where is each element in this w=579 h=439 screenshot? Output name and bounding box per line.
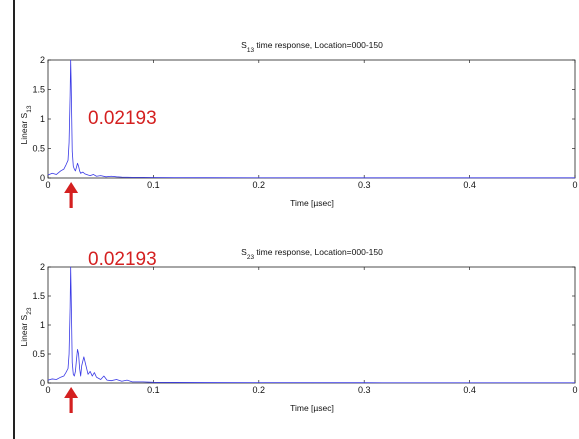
x-tick-label: 0.2 bbox=[253, 180, 266, 190]
x-tick-label: 0 bbox=[572, 180, 577, 190]
annotation-value: 0.02193 bbox=[88, 249, 157, 270]
y-tick-label: 1 bbox=[40, 114, 45, 124]
y-axis-label: Linear S23 bbox=[19, 307, 33, 346]
y-tick-label: 2 bbox=[40, 262, 45, 272]
svg-text:Linear S23: Linear S23 bbox=[19, 307, 33, 346]
y-axis-label: Linear S13 bbox=[19, 105, 33, 144]
x-tick-label: 0 bbox=[45, 180, 50, 190]
y-tick-label: 0 bbox=[40, 173, 45, 183]
series-line bbox=[47, 266, 575, 384]
x-tick-label: 0.1 bbox=[147, 385, 160, 395]
x-axis-label: Time [µsec] bbox=[290, 403, 334, 413]
y-tick-label: 0 bbox=[40, 378, 45, 388]
svg-text:Linear S13: Linear S13 bbox=[19, 105, 33, 144]
plot-frame bbox=[47, 266, 576, 384]
x-tick-label: 0.3 bbox=[358, 180, 371, 190]
x-axis-label: Time [µsec] bbox=[290, 198, 334, 208]
annotation-value: 0.02193 bbox=[88, 108, 157, 129]
x-tick-label: 0.4 bbox=[463, 385, 476, 395]
x-tick-label: 0.1 bbox=[147, 180, 160, 190]
y-tick-label: 2 bbox=[40, 55, 45, 65]
series-line bbox=[47, 59, 575, 179]
x-tick-label: 0.2 bbox=[253, 385, 266, 395]
y-tick-label: 1.5 bbox=[32, 85, 45, 95]
s13-time-response-chart: S13 time response, Location=000-150 Line… bbox=[19, 40, 578, 208]
chart-title: S23 time response, Location=000-150 bbox=[241, 247, 383, 261]
y-tick-label: 1.5 bbox=[32, 291, 45, 301]
x-tick-label: 0 bbox=[45, 385, 50, 395]
arrow-head bbox=[64, 387, 79, 398]
x-tick-label: 0.4 bbox=[463, 180, 476, 190]
arrow-head bbox=[64, 182, 79, 193]
x-tick-label: 0.3 bbox=[358, 385, 371, 395]
x-tick-label: 0 bbox=[572, 385, 577, 395]
y-tick-label: 0.5 bbox=[32, 144, 45, 154]
y-tick-label: 0.5 bbox=[32, 349, 45, 359]
y-tick-label: 1 bbox=[40, 320, 45, 330]
left-border-line bbox=[13, 0, 15, 439]
s23-time-response-chart: S23 time response, Location=000-150 Line… bbox=[19, 247, 578, 413]
chart-title: S13 time response, Location=000-150 bbox=[241, 40, 383, 54]
